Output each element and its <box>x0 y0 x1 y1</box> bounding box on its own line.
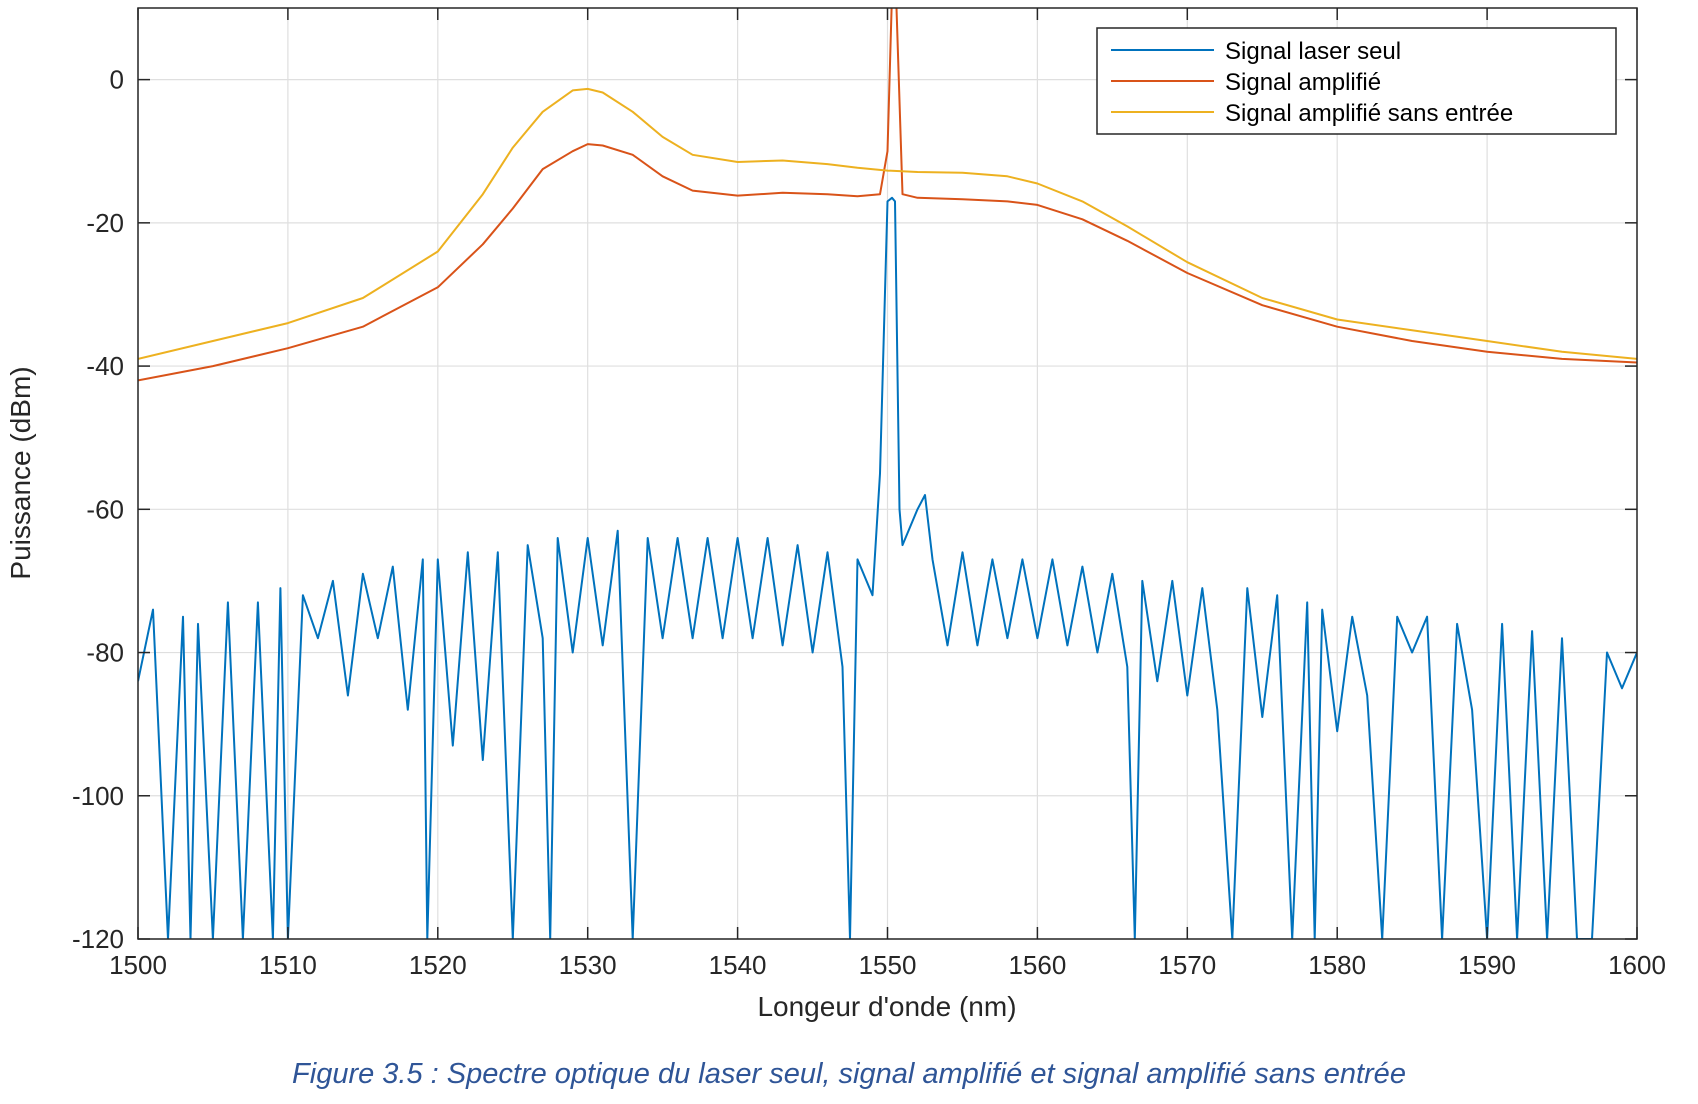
figure-caption: Figure 3.5 : Spectre optique du laser se… <box>292 1058 1406 1090</box>
legend-label-signal-laser-seul: Signal laser seul <box>1225 38 1401 65</box>
y-axis-label: Puissance (dBm) <box>5 366 36 579</box>
axes-box <box>137 7 1638 940</box>
series-layer <box>138 8 1637 939</box>
series-line-signal-laser-seul <box>138 196 1637 939</box>
y-tick-label: -40 <box>86 351 124 381</box>
legend: Signal laser seul Signal amplifié Signal a… <box>1096 27 1617 135</box>
series-line-signal-amplifie <box>138 8 1637 382</box>
x-tick-label: 1510 <box>259 950 317 980</box>
y-tick-label: -100 <box>72 781 124 811</box>
x-tick-label: 1550 <box>859 950 917 980</box>
y-tick-label: -120 <box>72 924 124 954</box>
y-tick-labels: -120 -100 -80 -60 -40 -20 0 <box>72 65 124 954</box>
x-tick-label: 1500 <box>109 950 167 980</box>
legend-label-signal-amplifie: Signal amplifié <box>1225 69 1381 96</box>
x-axis-label: Longeur d'onde (nm) <box>757 991 1016 1022</box>
line-chart: 1500 1510 1520 1530 1540 1550 1560 1570 1580 1590… <box>5 7 1666 1022</box>
x-tick-label: 1590 <box>1458 950 1516 980</box>
x-tick-label: 1520 <box>409 950 467 980</box>
x-tick-labels: 1500 1510 1520 1530 1540 1550 1560 1570 1580 1590… <box>109 950 1666 980</box>
y-tick-label: -60 <box>86 494 124 524</box>
legend-label-signal-amplifie-sans-entree: Signal amplifié sans entrée <box>1225 100 1513 127</box>
x-tick-label: 1600 <box>1608 950 1666 980</box>
axes <box>137 7 1638 940</box>
y-tick-label: -80 <box>86 638 124 668</box>
x-tick-label: 1560 <box>1008 950 1066 980</box>
x-tick-label: 1540 <box>709 950 767 980</box>
y-tick-label: 0 <box>110 65 124 95</box>
x-tick-label: 1530 <box>559 950 617 980</box>
x-tick-label: 1580 <box>1308 950 1366 980</box>
series-line-signal-amplifie-sans-entree <box>138 87 1637 360</box>
x-tick-label: 1570 <box>1158 950 1216 980</box>
y-tick-label: -20 <box>86 208 124 238</box>
